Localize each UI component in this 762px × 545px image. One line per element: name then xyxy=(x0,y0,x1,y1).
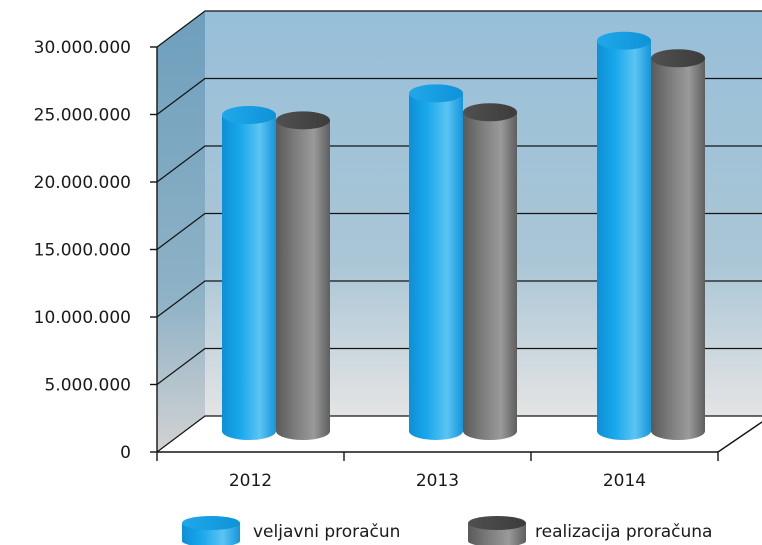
y-tick-label: 5.000.000 xyxy=(44,376,131,396)
gridline xyxy=(156,77,762,115)
gridline xyxy=(156,280,762,318)
gridline xyxy=(156,145,762,183)
x-tick-label: 2012 xyxy=(229,471,272,491)
legend-label: veljavni proračun xyxy=(253,522,400,542)
bar-top xyxy=(222,105,276,124)
legend-label: realizacija proračuna xyxy=(535,522,712,542)
axis-labels: 0 5.000.000 10.000.000 15.000.000 20.000.000… xyxy=(34,38,646,491)
legend-swatch-top xyxy=(468,516,526,530)
bar xyxy=(651,49,705,440)
bar-top xyxy=(409,84,463,103)
bar xyxy=(597,31,651,440)
bar xyxy=(276,111,330,440)
gridline xyxy=(156,212,762,250)
y-tick-label: 0 xyxy=(120,443,131,463)
bar xyxy=(222,105,276,440)
bar-top xyxy=(463,103,517,122)
y-tick-label: 10.000.000 xyxy=(34,308,131,328)
bar-body xyxy=(597,40,651,440)
y-tick-label: 30.000.000 xyxy=(34,38,131,58)
gridline xyxy=(156,10,762,48)
bar-body xyxy=(276,120,330,440)
x-tick-label: 2014 xyxy=(603,471,646,491)
bar-top xyxy=(597,31,651,50)
y-tick-label: 15.000.000 xyxy=(34,241,131,261)
y-tick-label: 20.000.000 xyxy=(34,173,131,193)
bar xyxy=(409,84,463,440)
gridlines xyxy=(156,10,762,453)
bar xyxy=(463,103,517,440)
bar-top xyxy=(651,49,705,68)
axes xyxy=(150,46,762,461)
legend-item: veljavni proračun xyxy=(182,516,400,545)
bars xyxy=(222,31,705,440)
bar-body xyxy=(222,114,276,440)
y-tick-label: 25.000.000 xyxy=(34,106,131,126)
bar-body xyxy=(409,93,463,440)
x-tick-label: 2013 xyxy=(416,471,459,491)
legend-item: realizacija proračuna xyxy=(468,516,712,545)
legend-swatch-top xyxy=(182,516,240,530)
bar-body xyxy=(463,112,517,440)
floor-back-edge xyxy=(156,415,762,453)
bar-body xyxy=(651,58,705,440)
bar-top xyxy=(276,111,330,130)
floor-right-edge xyxy=(717,421,762,453)
gridline xyxy=(156,347,762,385)
legend: veljavni proračun realizacija proračuna xyxy=(182,516,712,545)
